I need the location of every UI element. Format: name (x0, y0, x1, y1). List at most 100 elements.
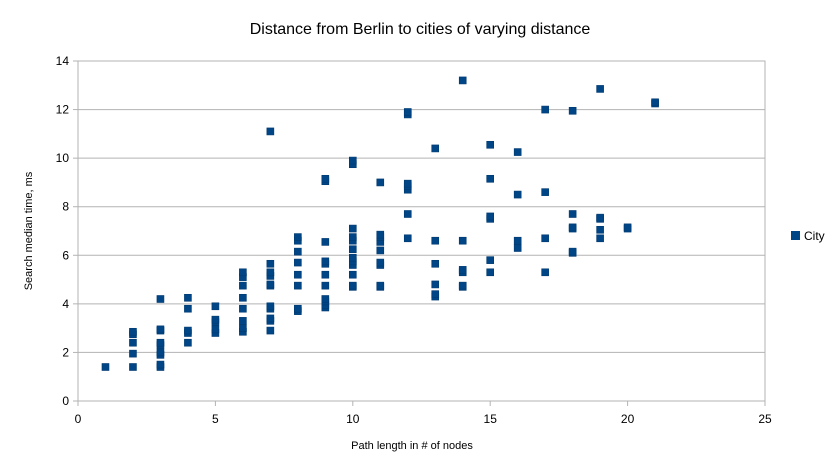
legend: City (791, 229, 825, 243)
data-point (348, 253, 357, 262)
data-point (348, 224, 357, 233)
data-point (458, 236, 467, 245)
data-point (568, 106, 577, 115)
data-point (376, 178, 385, 187)
data-point (211, 315, 220, 324)
legend-swatch (791, 231, 800, 240)
data-point (266, 127, 275, 136)
legend-label-city: City (804, 229, 825, 243)
data-point (294, 247, 302, 256)
data-point (623, 223, 632, 232)
data-point (156, 325, 165, 334)
data-points (101, 76, 659, 371)
data-point (486, 140, 495, 149)
data-point (266, 314, 275, 323)
data-point (431, 144, 440, 153)
data-point (266, 302, 275, 311)
data-point (431, 290, 440, 298)
x-tick-label: 5 (212, 412, 219, 426)
data-point (486, 174, 495, 183)
data-point (513, 244, 522, 252)
data-point (321, 174, 330, 183)
data-point (376, 246, 385, 255)
data-point (431, 236, 440, 245)
data-point (239, 268, 247, 277)
data-point (129, 349, 137, 358)
data-point (239, 324, 247, 332)
data-point (486, 256, 495, 264)
gridlines (78, 60, 765, 402)
data-point (541, 188, 549, 196)
x-axis-label: Path length in # of nodes (351, 440, 473, 452)
y-tick-label: 4 (62, 297, 69, 311)
y-tick-label: 8 (62, 200, 69, 214)
data-point (376, 258, 385, 267)
data-point (513, 236, 522, 245)
data-point (321, 270, 330, 279)
data-point (156, 348, 165, 357)
data-point (266, 259, 275, 268)
data-point (596, 234, 604, 243)
data-point (156, 295, 165, 303)
data-point (101, 363, 110, 371)
data-point (156, 338, 165, 347)
data-point (184, 338, 192, 347)
data-point (294, 281, 302, 290)
data-point (651, 98, 659, 107)
data-point (239, 304, 247, 313)
data-point (321, 257, 330, 266)
data-point (596, 85, 604, 93)
data-point (486, 268, 495, 277)
data-point (266, 268, 275, 277)
data-point (568, 247, 577, 256)
data-point (129, 327, 137, 336)
y-tick-label: 10 (56, 151, 70, 165)
data-point (376, 230, 385, 239)
data-point (266, 280, 275, 289)
data-point (541, 234, 549, 243)
x-tick-label: 10 (346, 412, 360, 426)
y-tick-label: 2 (62, 345, 69, 359)
data-point (129, 338, 137, 347)
y-tick-label: 14 (56, 54, 70, 68)
data-point (348, 245, 357, 254)
data-point (156, 360, 165, 369)
data-point (266, 326, 275, 335)
data-point (403, 210, 412, 218)
data-point (184, 293, 192, 302)
data-point (348, 281, 357, 290)
data-point (294, 233, 302, 241)
x-axis-ticks: 0 5 10 15 20 25 (75, 401, 772, 426)
data-point (513, 190, 522, 199)
data-point (294, 270, 302, 279)
y-axis-label: Search median time, ms (23, 171, 35, 290)
data-point (348, 156, 357, 165)
data-point (321, 295, 330, 303)
data-point (294, 258, 302, 267)
data-point (129, 363, 137, 371)
data-point (239, 281, 247, 290)
data-point (513, 148, 522, 156)
data-point (403, 179, 412, 188)
plot-area (77, 60, 766, 402)
y-tick-label: 12 (56, 103, 70, 117)
data-point (568, 223, 577, 232)
y-axis-ticks: 0 2 4 6 8 10 12 14 (56, 54, 78, 408)
data-point (431, 280, 440, 289)
data-point (541, 105, 549, 114)
data-point (568, 210, 577, 218)
data-point (596, 225, 604, 234)
data-point (348, 270, 357, 279)
data-point (211, 302, 220, 311)
data-point (239, 317, 247, 325)
data-point (596, 213, 604, 222)
data-point (294, 304, 302, 313)
x-tick-label: 25 (758, 412, 772, 426)
data-point (458, 76, 467, 85)
data-point (184, 304, 192, 313)
data-point (541, 268, 549, 277)
data-point (321, 281, 330, 290)
data-point (458, 266, 467, 274)
